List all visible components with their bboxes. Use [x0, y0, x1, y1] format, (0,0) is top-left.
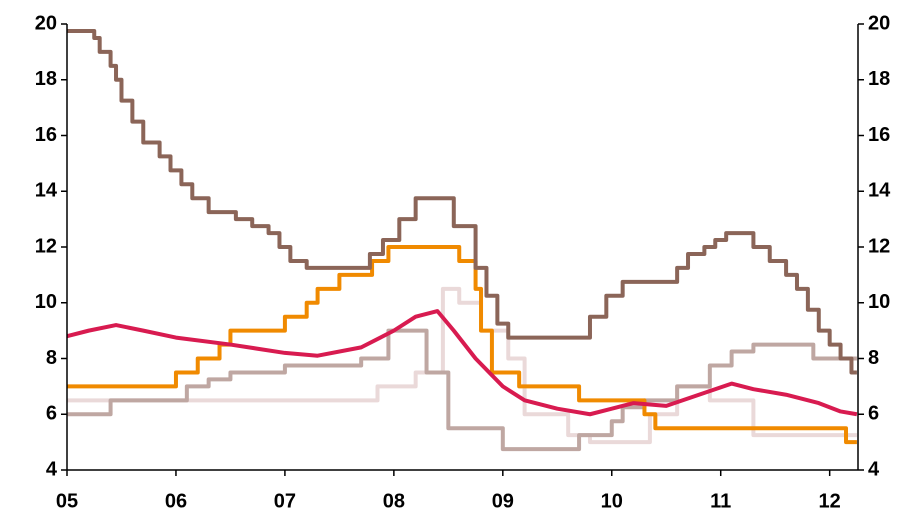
- series-line: [66, 309, 858, 417]
- y-tick-label: 10: [35, 291, 57, 313]
- x-tick-label: 07: [274, 490, 296, 512]
- x-tick-label: 09: [492, 490, 514, 512]
- y-tick-label: 16: [35, 124, 57, 146]
- y2-tick-label: 18: [868, 68, 890, 90]
- x-tick-label: 05: [56, 490, 78, 512]
- x-tick-label: 06: [165, 490, 187, 512]
- y2-tick-label: 16: [868, 124, 890, 146]
- y-tick-label: 20: [35, 12, 57, 34]
- x-tick-label: 10: [601, 490, 623, 512]
- x-tick-label: 08: [383, 490, 405, 512]
- y2-tick-label: 20: [868, 12, 890, 34]
- y-tick-label: 14: [35, 180, 58, 202]
- series-line: [67, 245, 857, 445]
- y-tick-label: 8: [46, 347, 57, 369]
- y2-tick-label: 4: [868, 458, 880, 480]
- y2-tick-label: 12: [868, 235, 890, 257]
- y2-tick-label: 6: [868, 403, 879, 425]
- y-tick-label: 4: [46, 458, 58, 480]
- series-line: [67, 28, 857, 375]
- x-tick-label: 11: [710, 490, 731, 512]
- y-tick-label: 6: [46, 403, 57, 425]
- y2-tick-label: 14: [868, 180, 891, 202]
- series-line: [67, 328, 857, 452]
- y2-tick-label: 10: [868, 291, 890, 313]
- y2-tick-label: 8: [868, 347, 879, 369]
- series-line: [67, 286, 857, 445]
- y-tick-label: 18: [35, 68, 57, 90]
- x-tick-label: 12: [819, 490, 841, 512]
- y-tick-label: 12: [35, 235, 57, 257]
